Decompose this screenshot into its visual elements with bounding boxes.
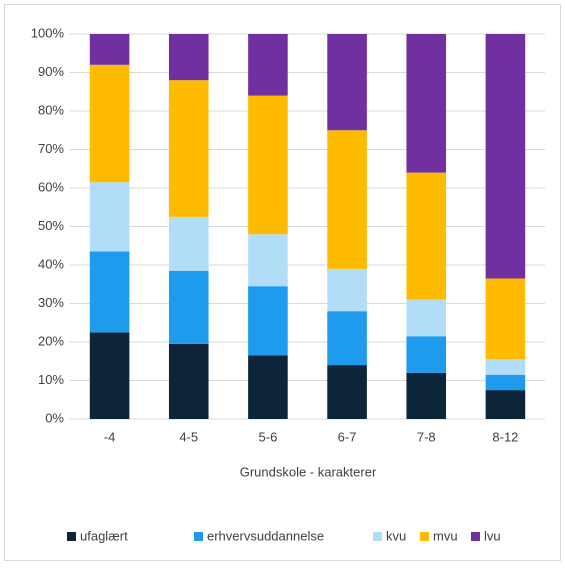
bar-segment — [168, 343, 209, 419]
x-tick-label: 4-5 — [179, 429, 198, 444]
bar-segment — [168, 216, 209, 271]
bar-segment — [485, 34, 526, 279]
legend-label: kvu — [386, 528, 406, 543]
bar-segment — [485, 374, 526, 391]
x-tick-label: 7-8 — [417, 429, 436, 444]
bar-segment — [485, 359, 526, 375]
x-tick-label: 6-7 — [338, 429, 357, 444]
y-tick-label: 20% — [38, 333, 64, 348]
bar-segment — [248, 234, 288, 287]
bar-segment — [406, 299, 447, 337]
bar-segment — [327, 130, 367, 269]
x-tick-label: 8-12 — [492, 429, 518, 444]
bar-segment — [327, 268, 367, 312]
x-tick-label: 5-6 — [259, 429, 278, 444]
bar-segment — [89, 34, 130, 65]
bar-segment — [89, 332, 130, 419]
bar-segment — [248, 34, 288, 96]
y-tick-label: 10% — [38, 372, 64, 387]
x-tick-label: -4 — [104, 429, 116, 444]
y-tick-label: 30% — [38, 295, 64, 310]
bar-segment — [327, 34, 367, 131]
legend-swatch — [471, 532, 480, 541]
bar-segment — [406, 34, 447, 173]
y-tick-label: 90% — [38, 64, 64, 79]
y-tick-label: 70% — [38, 141, 64, 156]
y-tick-label: 0% — [45, 410, 64, 425]
bar-segment — [89, 64, 130, 183]
legend-swatch — [194, 532, 203, 541]
legend-label: ufaglært — [80, 528, 128, 543]
legend-label: lvu — [484, 528, 501, 543]
bar-segment — [248, 286, 288, 356]
bar-segment — [406, 336, 447, 373]
bar-segment — [406, 372, 447, 419]
bar-segment — [248, 355, 288, 419]
bar-segment — [248, 95, 288, 235]
bar-segment — [168, 34, 209, 81]
bar-segment — [406, 172, 447, 300]
bar-segment — [168, 80, 209, 217]
bar-segment — [327, 365, 367, 419]
legend-swatch — [67, 532, 76, 541]
bar-segment — [168, 270, 209, 344]
legend-swatch — [373, 532, 382, 541]
y-tick-label: 100% — [31, 25, 65, 40]
legend-label: erhvervsuddannelse — [207, 528, 324, 543]
y-tick-label: 50% — [38, 218, 64, 233]
legend-swatch — [420, 532, 429, 541]
bar-segment — [327, 311, 367, 366]
bar-segment — [89, 182, 130, 252]
x-axis-title: Grundskole - karakterer — [240, 464, 377, 479]
y-tick-label: 80% — [38, 102, 64, 117]
legend-label: mvu — [433, 528, 458, 543]
y-tick-label: 60% — [38, 179, 64, 194]
bar-segment — [89, 251, 130, 333]
bar-segment — [485, 390, 526, 419]
y-tick-label: 40% — [38, 256, 64, 271]
bar-segment — [485, 278, 526, 360]
